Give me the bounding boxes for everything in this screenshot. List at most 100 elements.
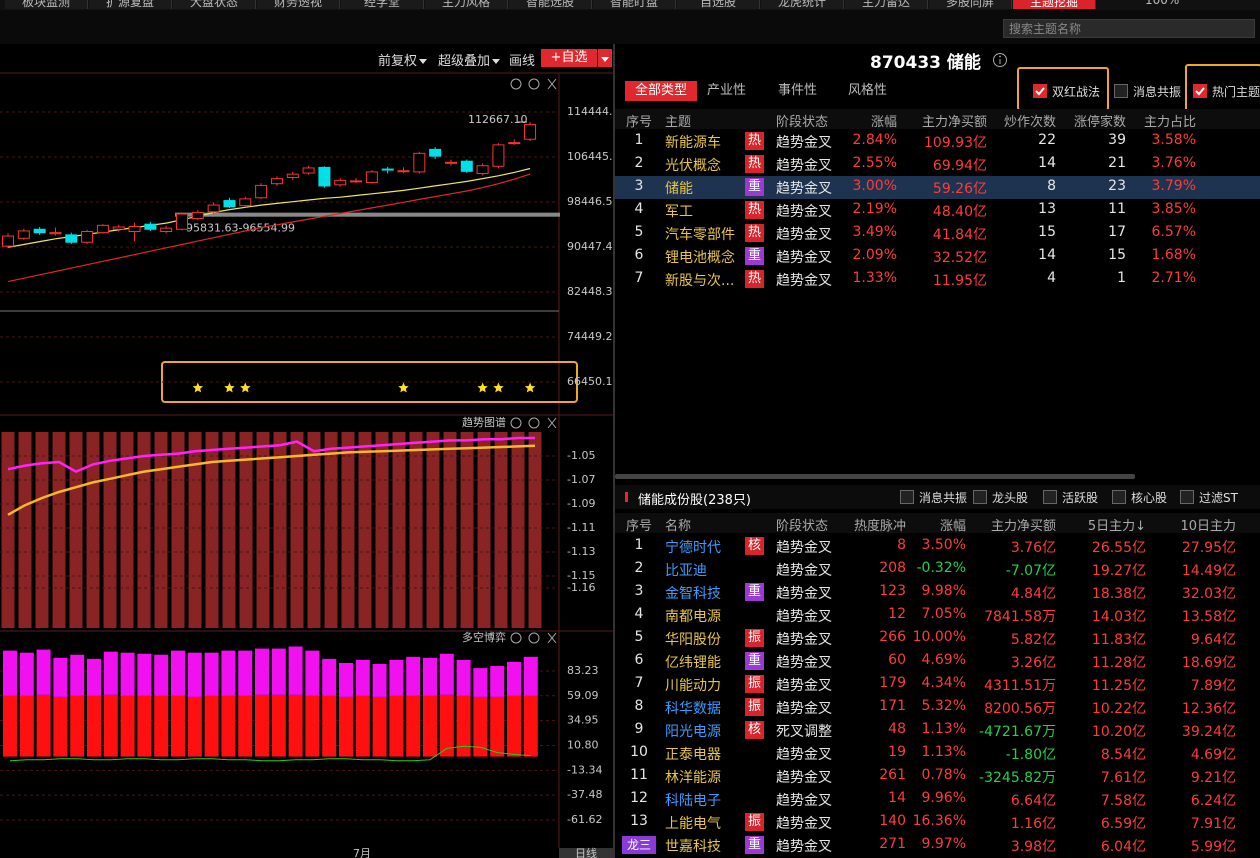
search-input[interactable]: 搜索主题名称 (1003, 19, 1255, 38)
trend-bar (307, 432, 321, 628)
cell-name[interactable]: 阳光电源 (665, 724, 721, 740)
checkbox[interactable] (973, 490, 987, 504)
cell-name[interactable]: 光伏概念 (665, 158, 721, 174)
cell-name[interactable]: 金智科技 (665, 586, 721, 602)
tab[interactable]: 多股同屏 (929, 0, 1012, 9)
game-bar (137, 653, 152, 696)
tab[interactable]: 板块监测 (5, 0, 88, 9)
cell-name[interactable]: 比亚迪 (665, 563, 707, 579)
cell-net: 32.52亿 (932, 250, 987, 266)
game-bar (204, 695, 219, 757)
cell-name[interactable]: 新股与次... (665, 273, 735, 289)
filter-tab[interactable]: 风格性 (848, 83, 888, 98)
cell-change: 2.84% (852, 132, 897, 148)
cell-name[interactable]: 南都电源 (665, 609, 721, 625)
game-bar (456, 659, 471, 696)
checkbox[interactable] (900, 490, 914, 504)
cell-d5: 7.58亿 (1100, 793, 1146, 809)
cell-name[interactable]: 军工 (665, 204, 693, 220)
candle-body (128, 225, 141, 233)
divider (613, 44, 615, 858)
tag: 核 (745, 537, 764, 555)
column-header: 序号 (626, 115, 653, 130)
cell-net: 3.98亿 (1010, 839, 1056, 855)
cell-status: 趋势金叉 (776, 563, 832, 579)
cell-name[interactable]: 世嘉科技 (665, 839, 721, 855)
cell-times: 4 (1047, 270, 1056, 286)
candle-body (81, 231, 94, 243)
tab[interactable]: 主题挖掘 (1013, 0, 1096, 9)
trend-bar (375, 432, 389, 628)
game-bar (389, 659, 404, 696)
tab[interactable]: 智能盯盘 (593, 0, 676, 9)
trend-bar (443, 432, 457, 628)
tab[interactable]: 智能选股 (509, 0, 592, 9)
candle-body (112, 226, 125, 230)
cell-name[interactable]: 储能 (665, 181, 693, 197)
toolbar-button[interactable]: 画线 (509, 50, 535, 69)
tab[interactable]: 大盘状态 (173, 0, 256, 9)
checkbox[interactable] (1193, 84, 1207, 98)
checkbox-label: 热门主题 (1212, 85, 1260, 99)
tab[interactable]: 龙虎统计 (761, 0, 844, 9)
toolbar-button[interactable]: 超级叠加 (438, 50, 501, 69)
trend-bar (205, 432, 219, 628)
cell-name[interactable]: 科陆电子 (665, 793, 721, 809)
tab[interactable]: 扩源复盘 (89, 0, 172, 9)
cell-name[interactable]: 亿纬锂能 (665, 655, 721, 671)
game-bar (423, 695, 437, 757)
cell-status: 趋势金叉 (776, 540, 832, 556)
trend-bar (239, 432, 253, 628)
game-bar (187, 652, 202, 697)
cell-net: 8200.56万 (984, 701, 1056, 717)
tab[interactable]: 财务透视 (257, 0, 340, 9)
cell-name[interactable]: 川能动力 (665, 678, 721, 694)
candle-body (397, 170, 410, 173)
trend-bar (103, 432, 117, 628)
filter-tab[interactable]: 全部类型 (625, 81, 698, 101)
stock-title: 870433 储能 (870, 53, 981, 73)
game-bar (288, 694, 303, 757)
checkbox[interactable] (1043, 490, 1057, 504)
game-bar (389, 695, 404, 757)
toolbar-button[interactable]: 前复权 (378, 50, 428, 69)
toolbar-label: 前复权 (378, 54, 418, 69)
add-dropdown[interactable] (598, 49, 612, 67)
tab[interactable]: 自选股 (677, 0, 760, 9)
chart-area: 日线 7月 趋势图谱 多空博弈 114444.6 106445.5 98446.50… (0, 72, 613, 858)
checkbox-label: 双红战法 (1052, 85, 1101, 99)
signal-star (224, 382, 235, 393)
cell-name[interactable]: 锂电池概念 (665, 250, 735, 266)
tab[interactable]: 主力风格 (425, 0, 508, 9)
cell-name[interactable]: 科华数据 (665, 701, 721, 717)
trend-bar (511, 432, 525, 628)
filter-tab[interactable]: 事件性 (778, 83, 818, 98)
cell-name[interactable]: 新能源车 (665, 135, 721, 151)
game-bar (70, 654, 85, 696)
tab[interactable]: 经学堂 (341, 0, 424, 9)
cell-no: 12 (630, 790, 648, 806)
section-mark (625, 492, 628, 502)
add-button[interactable]: +自选 (541, 49, 597, 67)
checkbox[interactable] (1033, 84, 1047, 98)
filter-tab[interactable]: 产业性 (707, 83, 747, 98)
cell-name[interactable]: 汽车零部件 (665, 227, 735, 243)
info-icon[interactable] (992, 52, 1008, 68)
cell-name[interactable]: 林洋能源 (665, 770, 721, 786)
checkbox[interactable] (1114, 84, 1128, 98)
cell-name[interactable]: 正泰电器 (665, 747, 721, 763)
scrollbar[interactable] (615, 474, 1135, 479)
cell-name[interactable]: 上能电气 (665, 816, 721, 832)
checkbox[interactable] (1112, 490, 1126, 504)
signal-star (398, 382, 409, 393)
column-header: 名称 (665, 519, 692, 534)
cell-no: 1 (634, 132, 644, 148)
cell-name[interactable]: 宁德时代 (665, 540, 721, 556)
cell-name[interactable]: 华阳股份 (665, 632, 721, 648)
checkbox[interactable] (1180, 490, 1194, 504)
game-bar (523, 695, 538, 757)
y-tick-label: 34.95 (567, 714, 599, 727)
tab[interactable]: 主力雷达 (845, 0, 928, 9)
cell-net: 109.93亿 (924, 135, 987, 151)
